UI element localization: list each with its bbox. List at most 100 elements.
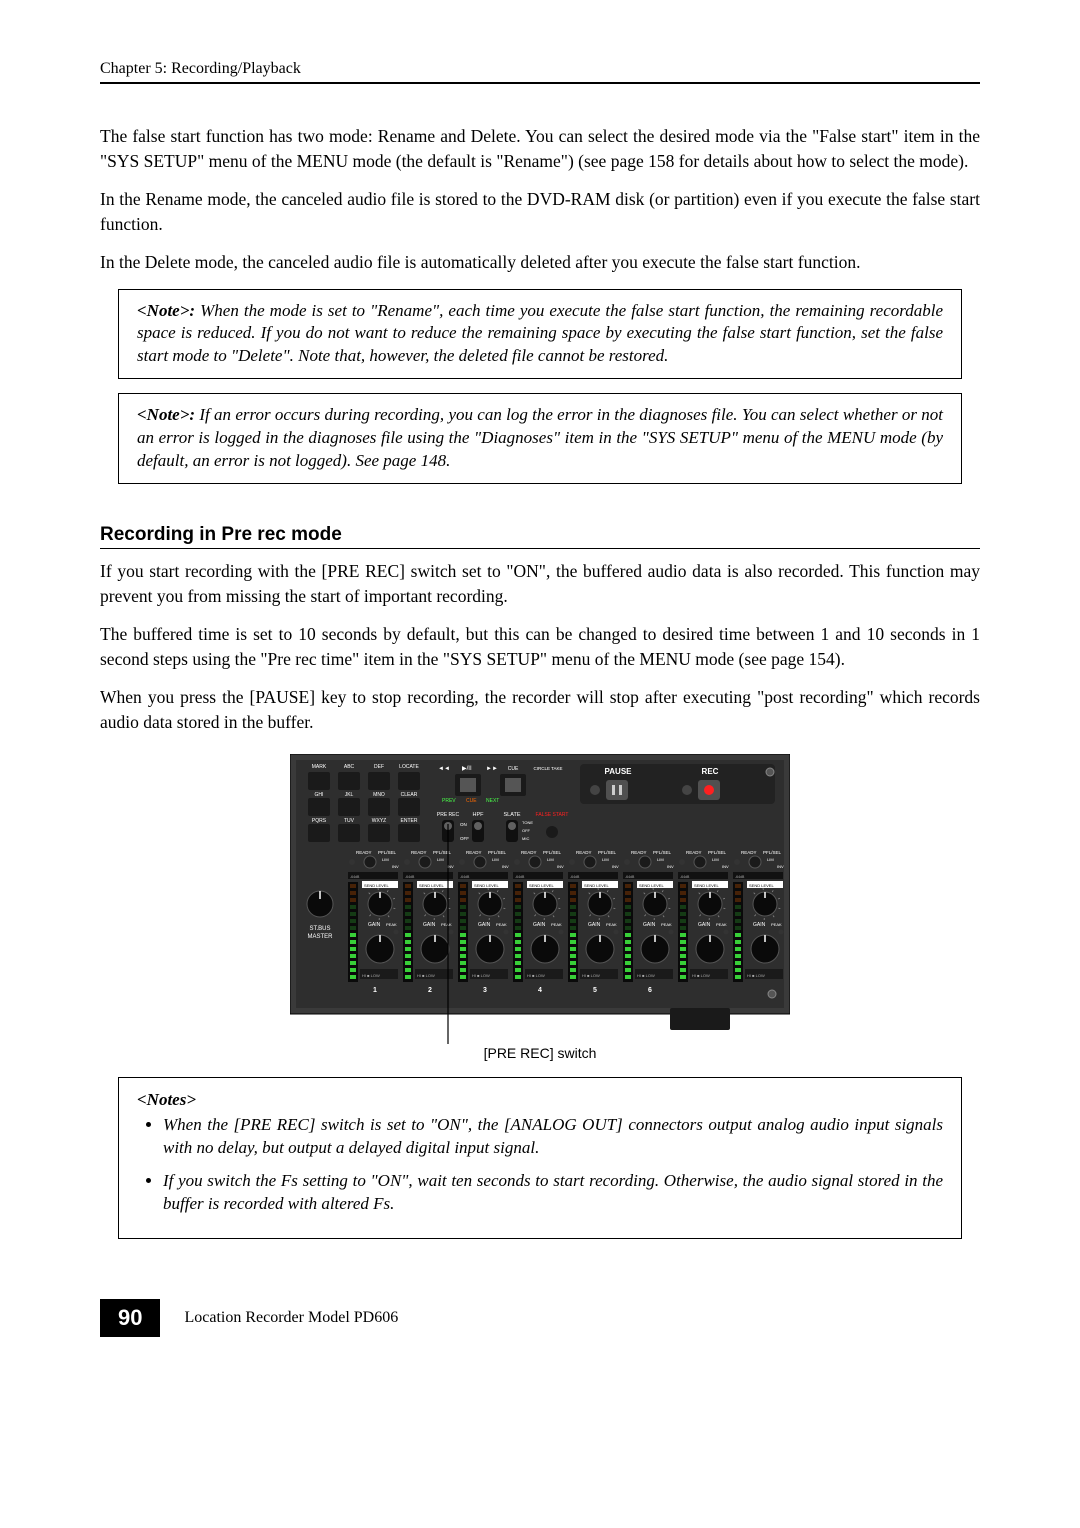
svg-text:LIM: LIM <box>437 857 444 862</box>
svg-text:TUV: TUV <box>344 818 355 824</box>
paragraph-6: When you press the [PAUSE] key to stop r… <box>100 685 980 734</box>
svg-text:HPF: HPF <box>473 812 485 818</box>
svg-text:▶/II: ▶/II <box>462 766 472 772</box>
svg-text:MNO: MNO <box>373 792 385 798</box>
svg-text:GAIN: GAIN <box>533 922 546 928</box>
note-1-label: <Note>: <box>137 301 195 320</box>
paragraph-5: The buffered time is set to 10 seconds b… <box>100 622 980 671</box>
svg-text:ON: ON <box>460 822 467 827</box>
svg-text:-64dB: -64dB <box>735 875 745 879</box>
svg-text:-64dB: -64dB <box>460 875 470 879</box>
notes-heading: <Notes> <box>137 1090 943 1110</box>
svg-text:LOCATE: LOCATE <box>399 764 419 770</box>
svg-text:PEAK: PEAK <box>716 922 727 927</box>
svg-text:HI ■ LOW: HI ■ LOW <box>417 973 435 978</box>
svg-text:GAIN: GAIN <box>698 922 711 928</box>
paragraph-4: If you start recording with the [PRE REC… <box>100 559 980 608</box>
svg-text:GAIN: GAIN <box>753 922 766 928</box>
svg-text:CUE: CUE <box>508 766 519 772</box>
svg-text:-64dB: -64dB <box>405 875 415 879</box>
svg-text:SEND LEVEL: SEND LEVEL <box>474 883 499 888</box>
svg-text:PFL/SEL: PFL/SEL <box>488 850 507 855</box>
svg-text:PAUSE: PAUSE <box>605 767 633 776</box>
svg-text:INV: INV <box>667 864 674 869</box>
svg-text:READY: READY <box>521 850 537 855</box>
svg-text:ENTER: ENTER <box>401 818 418 824</box>
svg-text:INV: INV <box>392 864 399 869</box>
svg-text:PFL/SEL: PFL/SEL <box>708 850 727 855</box>
svg-text:HI ■ LOW: HI ■ LOW <box>527 973 545 978</box>
svg-text:OFF: OFF <box>522 828 531 833</box>
figure-caption: [PRE REC] switch <box>100 1045 980 1061</box>
svg-text:PEAK: PEAK <box>771 922 782 927</box>
svg-text:PFL/SEL: PFL/SEL <box>653 850 672 855</box>
device-figure: MARK ABC DEF LOCATE GHI JKL MNO CLEAR PQ… <box>100 754 980 1061</box>
note-2-label: <Note>: <box>137 405 195 424</box>
note-1-text: <Note>: When the mode is set to "Rename"… <box>137 300 943 369</box>
note-2-body: If an error occurs during recording, you… <box>137 405 943 470</box>
svg-text:◄◄: ◄◄ <box>438 766 450 772</box>
svg-text:INV: INV <box>722 864 729 869</box>
svg-text:PEAK: PEAK <box>496 922 507 927</box>
svg-text:-64dB: -64dB <box>680 875 690 879</box>
svg-text:CUE: CUE <box>466 798 477 804</box>
svg-text:INV: INV <box>502 864 509 869</box>
svg-text:PQRS: PQRS <box>312 818 327 824</box>
svg-text:SEND LEVEL: SEND LEVEL <box>419 883 444 888</box>
svg-text:GAIN: GAIN <box>478 922 491 928</box>
svg-text:TONE: TONE <box>522 820 533 825</box>
footer-model-text: Location Recorder Model PD606 <box>184 1309 398 1327</box>
svg-text:WXYZ: WXYZ <box>372 818 386 824</box>
svg-text:4: 4 <box>538 987 542 994</box>
svg-text:LIM: LIM <box>382 857 389 862</box>
paragraph-1: The false start function has two mode: R… <box>100 124 980 173</box>
svg-text:INV: INV <box>557 864 564 869</box>
svg-text:PEAK: PEAK <box>551 922 562 927</box>
page-footer: 90 Location Recorder Model PD606 <box>100 1299 980 1337</box>
recorder-panel-illustration: MARK ABC DEF LOCATE GHI JKL MNO CLEAR PQ… <box>290 754 790 1034</box>
svg-text:PREV: PREV <box>442 798 456 804</box>
page-number: 90 <box>100 1299 160 1337</box>
svg-text:SLATE: SLATE <box>503 812 520 818</box>
svg-text:LIM: LIM <box>767 857 774 862</box>
note-box-2: <Note>: If an error occurs during record… <box>118 393 962 484</box>
svg-text:HI ■ LOW: HI ■ LOW <box>362 973 380 978</box>
svg-text:READY: READY <box>411 850 427 855</box>
svg-text:PFL/SEL: PFL/SEL <box>763 850 782 855</box>
svg-text:READY: READY <box>466 850 482 855</box>
svg-text:INV: INV <box>447 864 454 869</box>
svg-text:HI ■ LOW: HI ■ LOW <box>692 973 710 978</box>
svg-text:5: 5 <box>593 987 597 994</box>
svg-text:INV: INV <box>612 864 619 869</box>
svg-text:PFL/SEL: PFL/SEL <box>543 850 562 855</box>
svg-text:NEXT: NEXT <box>486 798 499 804</box>
header-rule <box>100 82 980 84</box>
svg-text:PEAK: PEAK <box>606 922 617 927</box>
svg-text:PEAK: PEAK <box>386 922 397 927</box>
svg-text:MARK: MARK <box>312 764 327 770</box>
svg-text:SEND LEVEL: SEND LEVEL <box>639 883 664 888</box>
svg-text:JKL: JKL <box>345 792 354 798</box>
paragraph-3: In the Delete mode, the canceled audio f… <box>100 250 980 275</box>
pause-rec-area: PAUSE REC <box>580 764 775 804</box>
svg-text:HI ■ LOW: HI ■ LOW <box>637 973 655 978</box>
svg-text:MIC: MIC <box>522 836 529 841</box>
svg-text:SEND LEVEL: SEND LEVEL <box>694 883 719 888</box>
notes-item-1: When the [PRE REC] switch is set to "ON"… <box>163 1114 943 1160</box>
svg-text:2: 2 <box>428 987 432 994</box>
svg-text:READY: READY <box>356 850 372 855</box>
svg-text:GAIN: GAIN <box>423 922 436 928</box>
svg-text:-64dB: -64dB <box>515 875 525 879</box>
svg-text:DEF: DEF <box>374 764 384 770</box>
section-rule <box>100 548 980 549</box>
svg-text:SEND LEVEL: SEND LEVEL <box>529 883 554 888</box>
svg-text:FALSE START: FALSE START <box>536 812 569 818</box>
svg-text:-64dB: -64dB <box>570 875 580 879</box>
svg-text:6: 6 <box>648 987 652 994</box>
svg-text:MASTER: MASTER <box>307 934 333 940</box>
svg-text:CIRCLE TAKE: CIRCLE TAKE <box>533 766 562 771</box>
note-1-body: When the mode is set to "Rename", each t… <box>137 301 943 366</box>
paragraph-2: In the Rename mode, the canceled audio f… <box>100 187 980 236</box>
note-2-text: <Note>: If an error occurs during record… <box>137 404 943 473</box>
svg-text:PFL/SEL: PFL/SEL <box>433 850 452 855</box>
